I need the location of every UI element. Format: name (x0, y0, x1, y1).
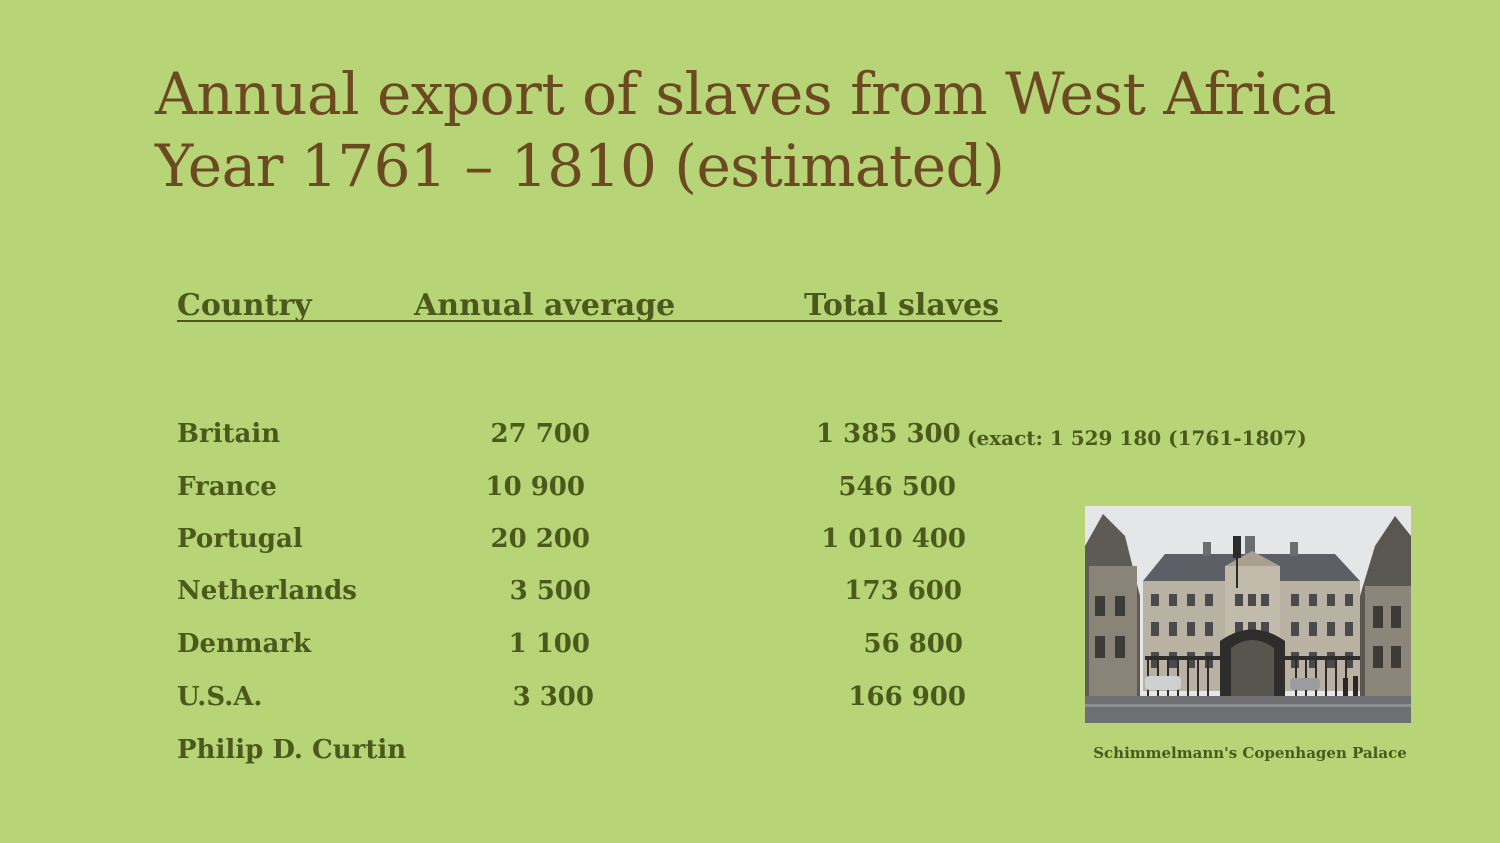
row-usa-annual: 3 300 (512, 682, 594, 712)
header-annual-average: Annual average (414, 288, 676, 323)
header-underline (177, 320, 1002, 322)
row-france-total: 546 500 (838, 472, 956, 502)
row-britain-country: Britain (177, 419, 281, 449)
header-total-slaves: Total slaves (804, 288, 1000, 323)
photo-caption: Schimmelmann's Copenhagen Palace (1093, 744, 1407, 762)
row-france-country: France (177, 472, 277, 502)
row-usa-country: U.S.A. (177, 682, 263, 712)
title-line-1: Annual export of slaves from West Africa (155, 60, 1337, 128)
row-portugal-annual: 20 200 (490, 524, 590, 554)
header-country: Country (177, 288, 312, 323)
row-netherlands-country: Netherlands (177, 576, 357, 606)
source-credit: Philip D. Curtin (177, 735, 407, 765)
row-denmark-country: Denmark (177, 629, 312, 659)
title-line-2: Year 1761 – 1810 (estimated) (155, 132, 1005, 200)
row-portugal-total: 1 010 400 (821, 524, 966, 554)
row-britain-annual: 27 700 (490, 419, 590, 449)
row-denmark-annual: 1 100 (508, 629, 590, 659)
row-britain-note: (exact: 1 529 180 (1761-1807) (967, 426, 1307, 450)
palace-photo (1085, 506, 1411, 723)
row-portugal-country: Portugal (177, 524, 303, 554)
slide-title: Annual export of slaves from West Africa… (155, 58, 1337, 202)
row-britain-total: 1 385 300 (816, 419, 961, 449)
row-netherlands-total: 173 600 (844, 576, 962, 606)
row-france-annual: 10 900 (485, 472, 585, 502)
row-denmark-total: 56 800 (863, 629, 963, 659)
row-netherlands-annual: 3 500 (509, 576, 591, 606)
row-usa-total: 166 900 (848, 682, 966, 712)
